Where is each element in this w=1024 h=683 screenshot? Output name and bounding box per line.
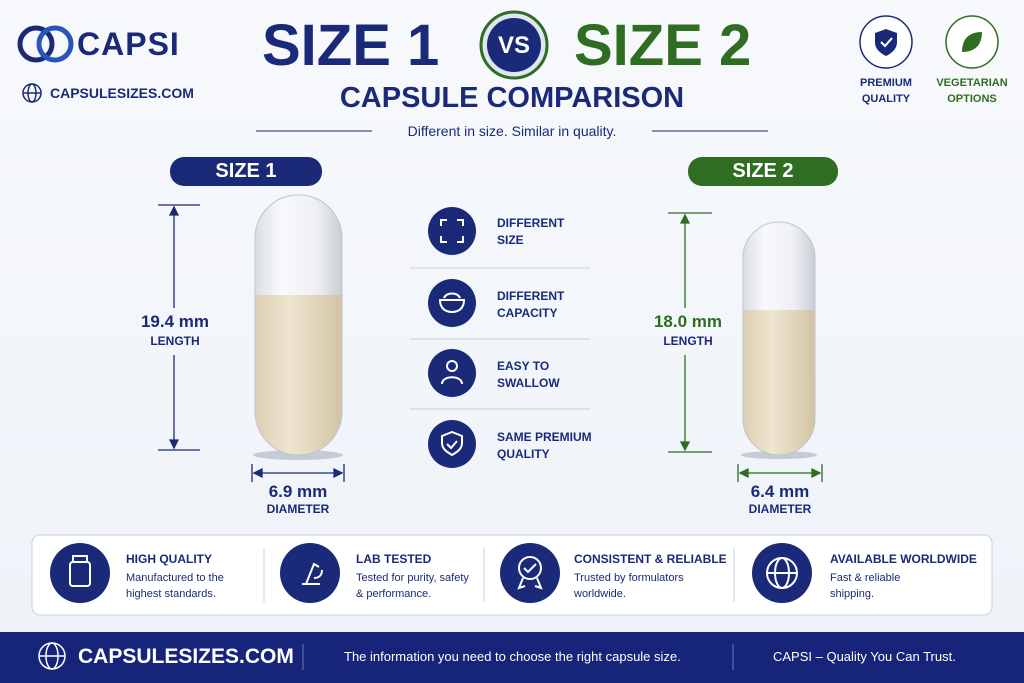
badge-label: PREMIUM QUALITY bbox=[860, 77, 912, 105]
capsule-image bbox=[741, 221, 817, 459]
benefit-title: AVAILABLE WORLDWIDE bbox=[830, 552, 977, 566]
capsule-image bbox=[253, 194, 343, 460]
size-label: SIZE 2 bbox=[732, 160, 794, 182]
length-caption: LENGTH bbox=[150, 334, 200, 348]
dimension-arrows bbox=[668, 212, 823, 482]
separators bbox=[410, 267, 590, 410]
feature-icons bbox=[428, 207, 476, 468]
tagline: Different in size. Similar in quality. bbox=[407, 123, 617, 139]
brand-name: CAPSI bbox=[77, 26, 180, 62]
dimension-arrows bbox=[158, 204, 345, 482]
diameter-caption: DIAMETER bbox=[266, 502, 330, 516]
right-title: SIZE 2 bbox=[574, 13, 752, 78]
size-pill bbox=[688, 157, 838, 186]
shield bbox=[875, 29, 897, 56]
benefit-text: Fast & reliable shipping. bbox=[830, 572, 901, 600]
vs-circle bbox=[487, 18, 541, 72]
benefit-title: LAB TESTED bbox=[356, 552, 432, 566]
benefit-text: Trusted by formulators worldwide. bbox=[574, 572, 684, 600]
footer-slogan: CAPSI – Quality You Can Trust. bbox=[773, 649, 956, 664]
footer-globe bbox=[38, 642, 66, 670]
diameter-caption: DIAMETER bbox=[748, 502, 812, 516]
benefit-title: CONSISTENT & RELIABLE bbox=[574, 552, 727, 566]
length-caption: LENGTH bbox=[663, 334, 713, 348]
size-label: SIZE 1 bbox=[215, 160, 277, 182]
benefit-text: Manufactured to the highest standards. bbox=[126, 572, 224, 600]
footer-website: CAPSULESIZES.COM bbox=[78, 645, 294, 668]
brand-website: CAPSULESIZES.COM bbox=[50, 85, 194, 101]
feature-label: SAME PREMIUM QUALITY bbox=[497, 430, 592, 461]
feature-label: EASY TO SWALLOW bbox=[497, 359, 560, 390]
length-value: 19.4 mm bbox=[140, 312, 210, 331]
left-title: SIZE 1 bbox=[262, 13, 440, 78]
globe-icon bbox=[22, 83, 42, 103]
diameter-value: 6.4 mm bbox=[750, 482, 810, 501]
vs-text: VS bbox=[497, 32, 530, 59]
feature-label: DIFFERENT CAPACITY bbox=[497, 289, 565, 320]
badge-label: VEGETARIAN OPTIONS bbox=[936, 77, 1008, 105]
logo-icon bbox=[17, 25, 74, 63]
subtitle: CAPSULE COMPARISON bbox=[339, 82, 685, 114]
footer-bar bbox=[0, 632, 1024, 683]
size-pill bbox=[170, 157, 322, 186]
feature-label: DIFFERENT SIZE bbox=[497, 216, 565, 247]
footer-message: The information you need to choose the r… bbox=[344, 649, 681, 664]
length-value: 18.0 mm bbox=[653, 312, 723, 331]
diameter-value: 6.9 mm bbox=[268, 482, 328, 501]
leaf bbox=[962, 32, 982, 52]
benefit-title: HIGH QUALITY bbox=[126, 552, 212, 566]
benefit-text: Tested for purity, safety & performance. bbox=[356, 572, 469, 600]
